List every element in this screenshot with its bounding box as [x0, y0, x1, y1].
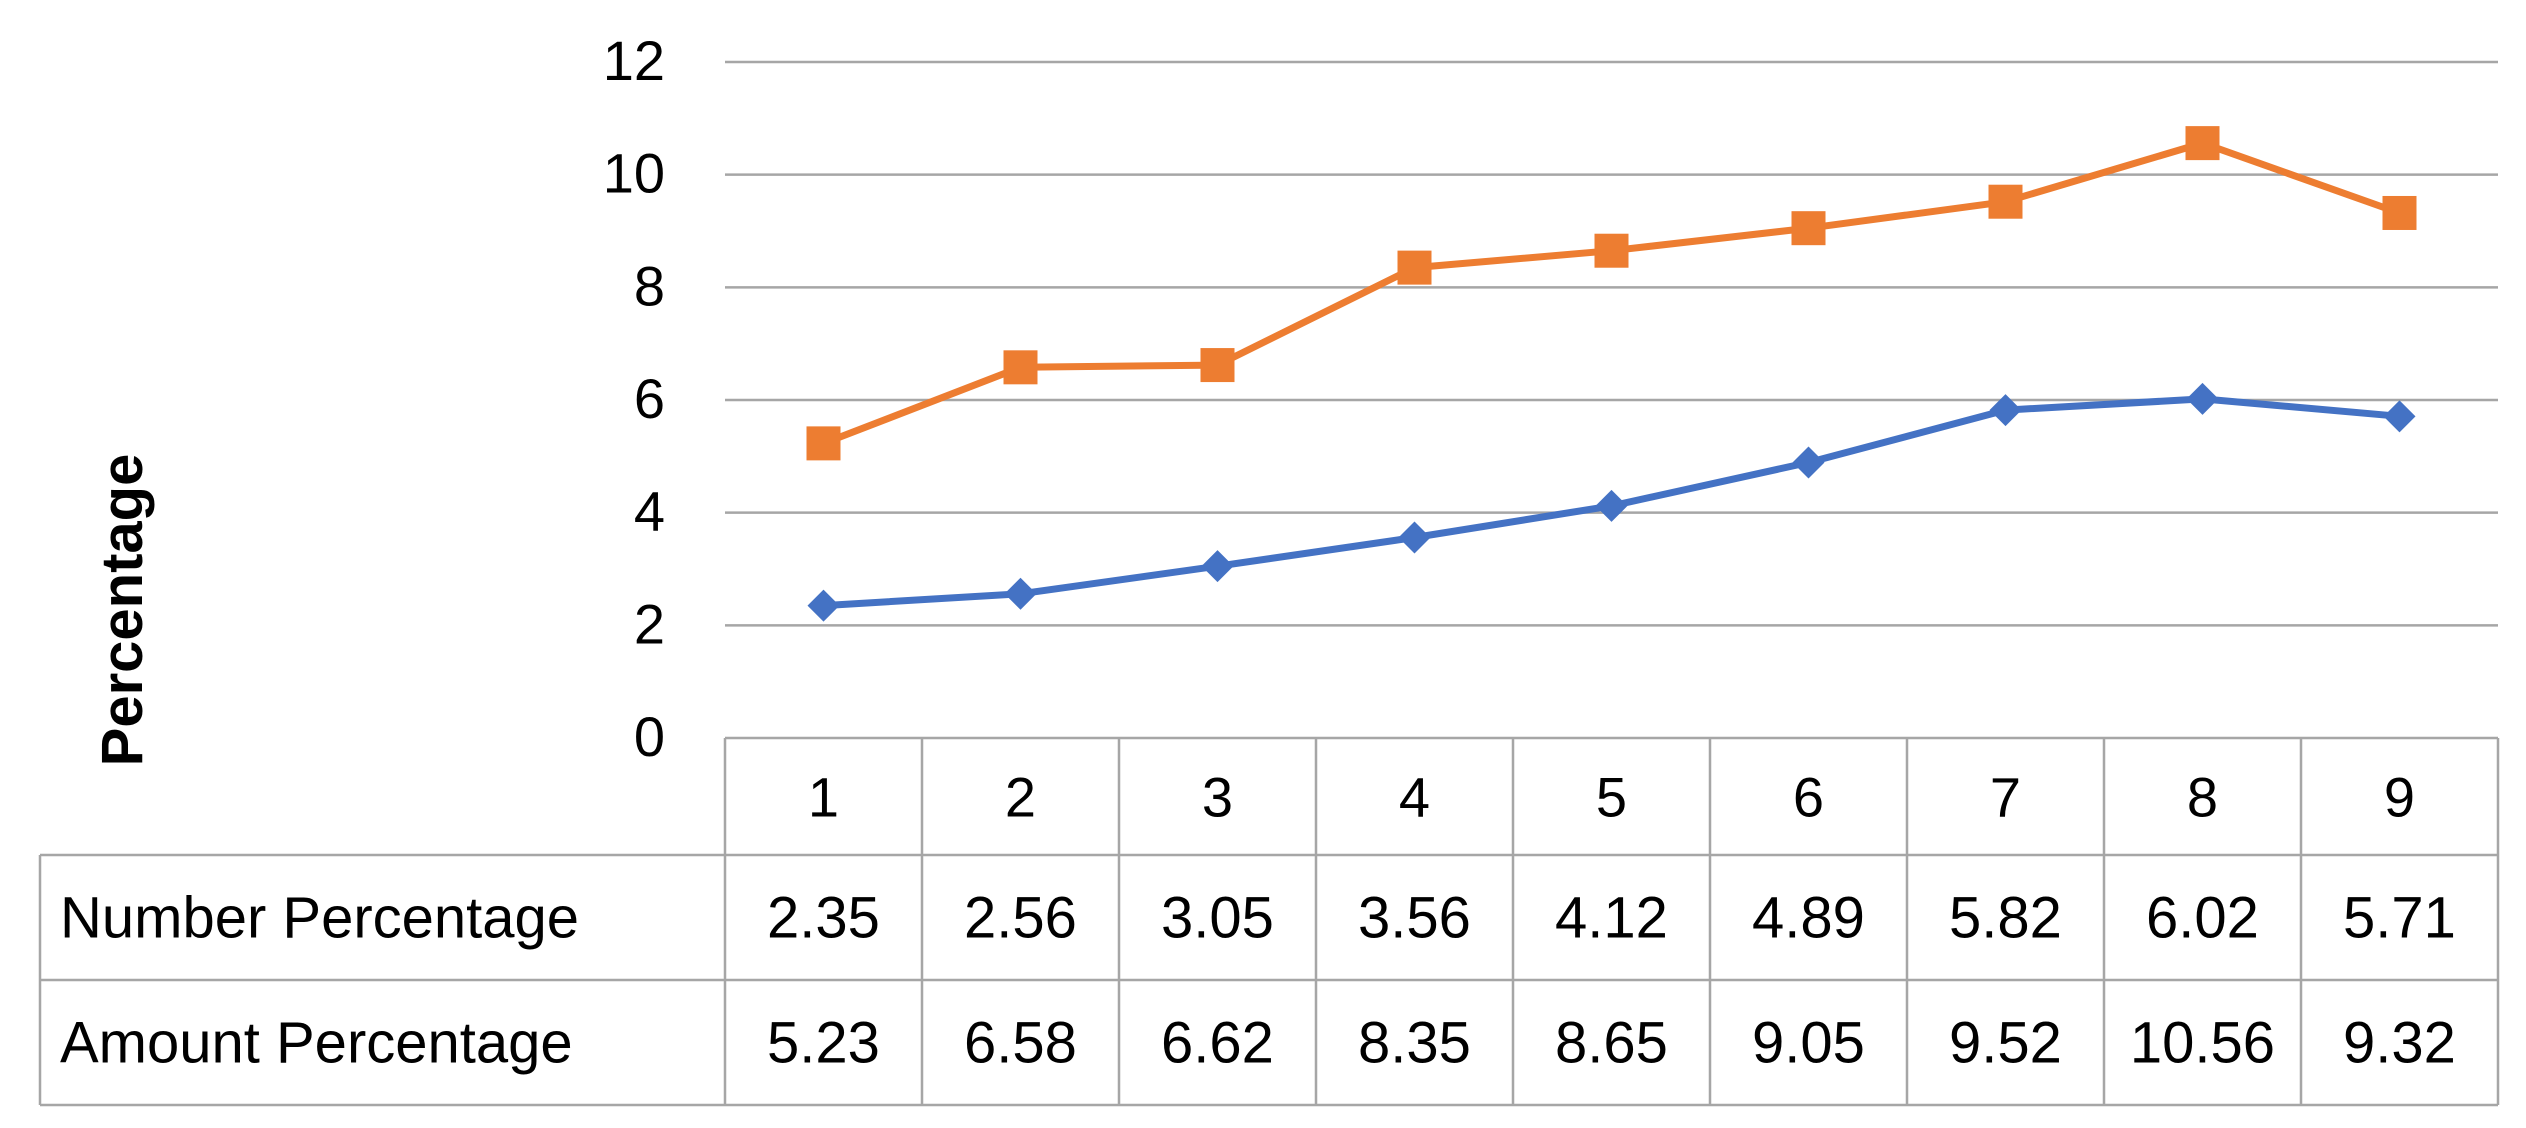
data-table-value: 9.05 — [1752, 1011, 1865, 1076]
data-table-value: 9.52 — [1949, 1011, 2062, 1076]
data-point-square — [1200, 348, 1235, 383]
data-point-diamond — [2186, 382, 2219, 415]
y-tick-label: 12 — [603, 29, 665, 92]
data-point-diamond — [1004, 577, 1037, 610]
data-table-value: 8.35 — [1358, 1011, 1471, 1076]
data-point-diamond — [2383, 400, 2416, 433]
data-table-value: 9.32 — [2343, 1011, 2456, 1076]
x-tick-label: 7 — [1990, 766, 2021, 829]
data-point-diamond — [1792, 446, 1825, 479]
data-table-value: 4.12 — [1555, 886, 1668, 951]
data-point-square — [2185, 126, 2220, 161]
series-lines — [806, 126, 2417, 622]
y-tick-label: 10 — [603, 142, 665, 205]
data-point-diamond — [1201, 550, 1234, 583]
y-axis-ticks: 0 2 4 6 8 10 12 — [603, 29, 665, 768]
gridlines — [725, 60, 2498, 627]
y-tick-label: 2 — [634, 592, 665, 655]
data-point-diamond — [1398, 521, 1431, 554]
x-tick-label: 9 — [2384, 766, 2415, 829]
x-tick-label: 5 — [1596, 766, 1627, 829]
data-table-value: 5.82 — [1949, 886, 2062, 951]
data-table-value: 5.71 — [2343, 886, 2456, 951]
x-tick-label: 3 — [1202, 766, 1233, 829]
data-table-value: 8.65 — [1555, 1011, 1668, 1076]
series-name-label: Number Percentage — [60, 886, 579, 951]
x-tick-label: 6 — [1793, 766, 1824, 829]
data-point-square — [806, 426, 841, 461]
data-table-value: 6.02 — [2146, 886, 2259, 951]
data-table-value: 2.35 — [767, 886, 880, 951]
y-axis-title: Percentage — [90, 454, 155, 767]
data-table-value: 2.56 — [964, 886, 1077, 951]
data-table-value: 6.58 — [964, 1011, 1077, 1076]
y-tick-label: 4 — [634, 480, 665, 543]
data-point-square — [1003, 350, 1038, 385]
data-point-square — [1397, 250, 1432, 285]
data-table-value: 5.23 — [767, 1011, 880, 1076]
data-point-square — [1791, 211, 1826, 246]
x-tick-label: 2 — [1005, 766, 1036, 829]
data-table: 1 2 3 4 5 6 7 8 9 Number Percentage 2.35 2.56 3.05 3.… — [38, 736, 2500, 1107]
data-table-value: 6.62 — [1161, 1011, 1274, 1076]
y-tick-label: 0 — [634, 705, 665, 768]
y-tick-label: 6 — [634, 367, 665, 430]
data-point-square — [1988, 184, 2023, 219]
data-table-value: 3.05 — [1161, 886, 1274, 951]
data-point-square — [1594, 233, 1629, 268]
data-table-value: 10.56 — [2130, 1011, 2275, 1076]
data-point-square — [2382, 195, 2417, 230]
x-tick-label: 4 — [1399, 766, 1430, 829]
data-table-value: 3.56 — [1358, 886, 1471, 951]
y-tick-label: 8 — [634, 254, 665, 317]
data-point-diamond — [807, 589, 840, 622]
x-tick-label: 8 — [2187, 766, 2218, 829]
data-table-value: 4.89 — [1752, 886, 1865, 951]
data-point-diamond — [1989, 394, 2022, 427]
data-point-diamond — [1595, 489, 1628, 522]
series-name-label: Amount Percentage — [60, 1011, 573, 1076]
x-tick-label: 1 — [808, 766, 839, 829]
